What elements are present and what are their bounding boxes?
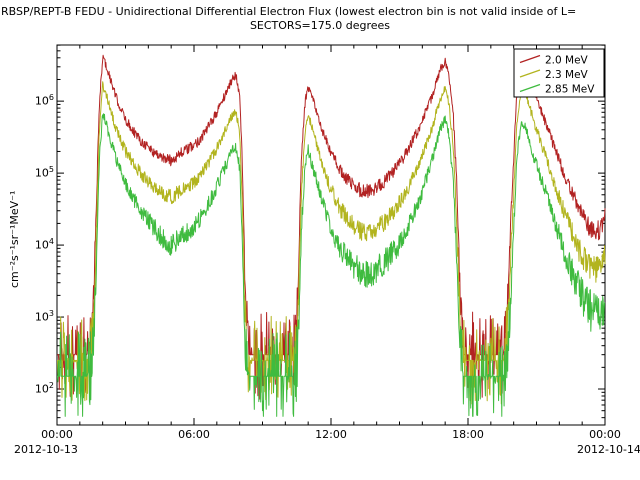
x-tick-label: 12:00	[315, 428, 347, 441]
y-tick-label: 104	[34, 237, 54, 252]
y-tick-label: 106	[34, 93, 54, 108]
x-axis-date-left: 2012-10-13	[14, 443, 78, 456]
plot-title: RBSP/REPT-B FEDU - Unidirectional Differ…	[1, 5, 577, 18]
x-axis-date-right: 2012-10-14	[577, 443, 640, 456]
legend-swatch	[519, 83, 541, 93]
legend-swatch	[519, 54, 541, 64]
legend-label: 2.3 MeV	[545, 69, 589, 81]
y-tick-label: 102	[34, 381, 54, 396]
y-tick-label: 103	[34, 309, 54, 324]
x-tick-label: 00:00	[589, 428, 621, 441]
x-tick-label: 18:00	[452, 428, 484, 441]
x-tick-label: 06:00	[178, 428, 210, 441]
plot-subtitle: SECTORS=175.0 degrees	[249, 19, 391, 32]
y-tick-label: 105	[34, 165, 54, 180]
legend-label: 2.0 MeV	[545, 55, 589, 67]
x-tick-label: 00:00	[41, 428, 73, 441]
series-line-2-3-mev	[57, 81, 606, 405]
legend-label: 2.85 MeV	[545, 84, 595, 96]
series-line-2-85-mev	[57, 113, 606, 417]
series-line-2-0-mev	[57, 54, 606, 400]
legend-swatch	[519, 69, 541, 78]
y-axis-label: cm⁻²s⁻¹sr⁻¹MeV⁻¹	[8, 190, 21, 288]
plot-frame	[56, 44, 606, 426]
